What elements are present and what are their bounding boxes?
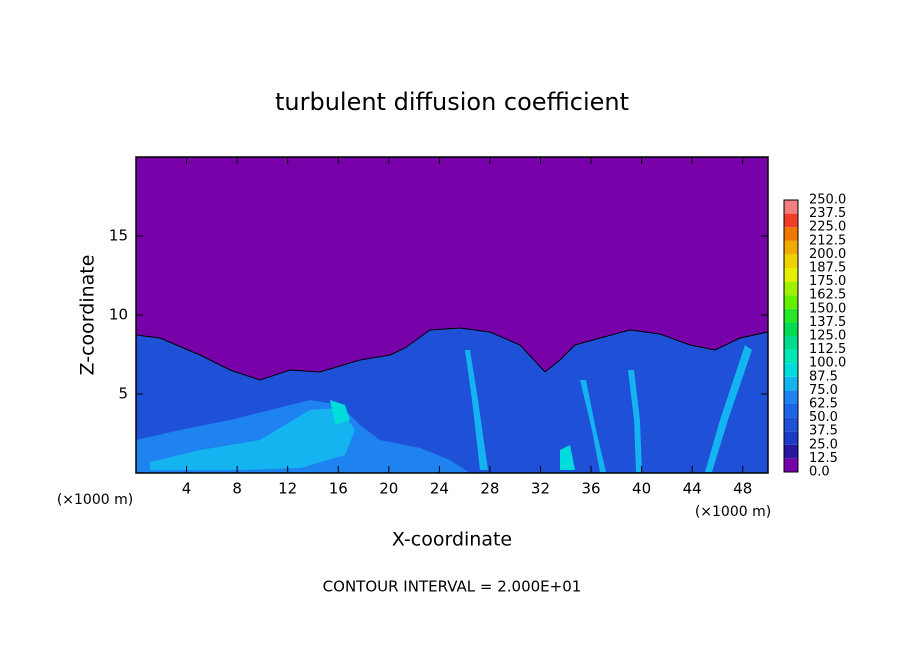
- colorbar-label: 162.5: [809, 288, 846, 303]
- colorbar-band: [784, 349, 798, 364]
- colorbar-band: [784, 213, 798, 228]
- colorbar-label: 37.5: [809, 424, 838, 439]
- colorbar-label: 50.0: [809, 410, 838, 425]
- colorbar-frame: [783, 199, 799, 473]
- x-unit-label: (×1000 m): [695, 504, 771, 520]
- x-tick-label: 12: [278, 480, 297, 498]
- field-region: [465, 350, 488, 470]
- colorbar-label: 112.5: [809, 342, 846, 357]
- footer-note: CONTOUR INTERVAL = 2.000E+01: [323, 578, 582, 596]
- chart-title: turbulent diffusion coefficient: [275, 88, 629, 116]
- x-tick-label: 48: [733, 480, 752, 498]
- colorbar-label: 237.5: [809, 206, 846, 221]
- colorbar-band: [784, 281, 798, 296]
- colorbar-label: 250.0: [809, 193, 846, 208]
- x-tick-label: 4: [182, 480, 192, 498]
- colorbar-label: 12.5: [809, 451, 838, 466]
- colorbar-band: [784, 240, 798, 255]
- colorbar-band: [784, 295, 798, 309]
- x-tick-label: 28: [480, 480, 499, 498]
- y-axis-label: Z-coordinate: [77, 255, 99, 376]
- colorbar-band: [784, 363, 798, 377]
- x-tick-label: 36: [581, 480, 600, 498]
- x-tick-label: 32: [531, 480, 550, 498]
- colorbar-band: [784, 390, 798, 404]
- colorbar-band: [784, 200, 798, 214]
- field-region: [628, 370, 642, 472]
- x-tick-label: 20: [379, 480, 398, 498]
- x-tick-label: 8: [232, 480, 242, 498]
- colorbar-label: 100.0: [809, 356, 846, 371]
- colorbar-label: 212.5: [809, 233, 846, 248]
- colorbar-label: 137.5: [809, 315, 846, 330]
- colorbar-label: 150.0: [809, 301, 846, 316]
- colorbar-label: 125.0: [809, 329, 846, 344]
- y-tick-label: 5: [118, 385, 128, 403]
- colorbar-label: 75.0: [809, 383, 838, 398]
- field-region: [580, 380, 606, 472]
- colorbar-label: 225.0: [809, 220, 846, 235]
- colorbar-band: [784, 254, 798, 268]
- colorbar-label: 175.0: [809, 274, 846, 289]
- colorbar-band: [784, 308, 798, 323]
- colorbar-band: [784, 417, 798, 432]
- field-region: [150, 408, 355, 470]
- y-tick-label: 15: [109, 227, 128, 245]
- x-unit-label: (×1000 m): [57, 492, 133, 508]
- colorbar-label: 0.0: [809, 465, 830, 480]
- x-tick-label: 16: [329, 480, 348, 498]
- colorbar-label: 25.0: [809, 437, 838, 452]
- colorbar-band: [784, 376, 798, 391]
- x-tick-label: 44: [683, 480, 702, 498]
- colorbar-band: [784, 444, 798, 459]
- colorbar-label: 187.5: [809, 261, 846, 276]
- colorbar-band: [784, 458, 798, 472]
- colorbar-band: [784, 431, 798, 445]
- x-tick-label: 24: [430, 480, 449, 498]
- colorbar-band: [784, 404, 798, 418]
- colorbar-label: 62.5: [809, 397, 838, 412]
- colorbar-band: [784, 227, 798, 241]
- x-tick-label: 40: [632, 480, 651, 498]
- field: [135, 157, 769, 474]
- y-tick-label: 10: [109, 306, 128, 324]
- colorbar-band: [784, 336, 798, 350]
- colorbar-label: 200.0: [809, 247, 846, 262]
- colorbar-band: [784, 322, 798, 336]
- colorbar-band: [784, 268, 798, 282]
- x-axis-label: X-coordinate: [392, 529, 512, 551]
- colorbar-label: 87.5: [809, 369, 838, 384]
- field-region: [705, 345, 752, 472]
